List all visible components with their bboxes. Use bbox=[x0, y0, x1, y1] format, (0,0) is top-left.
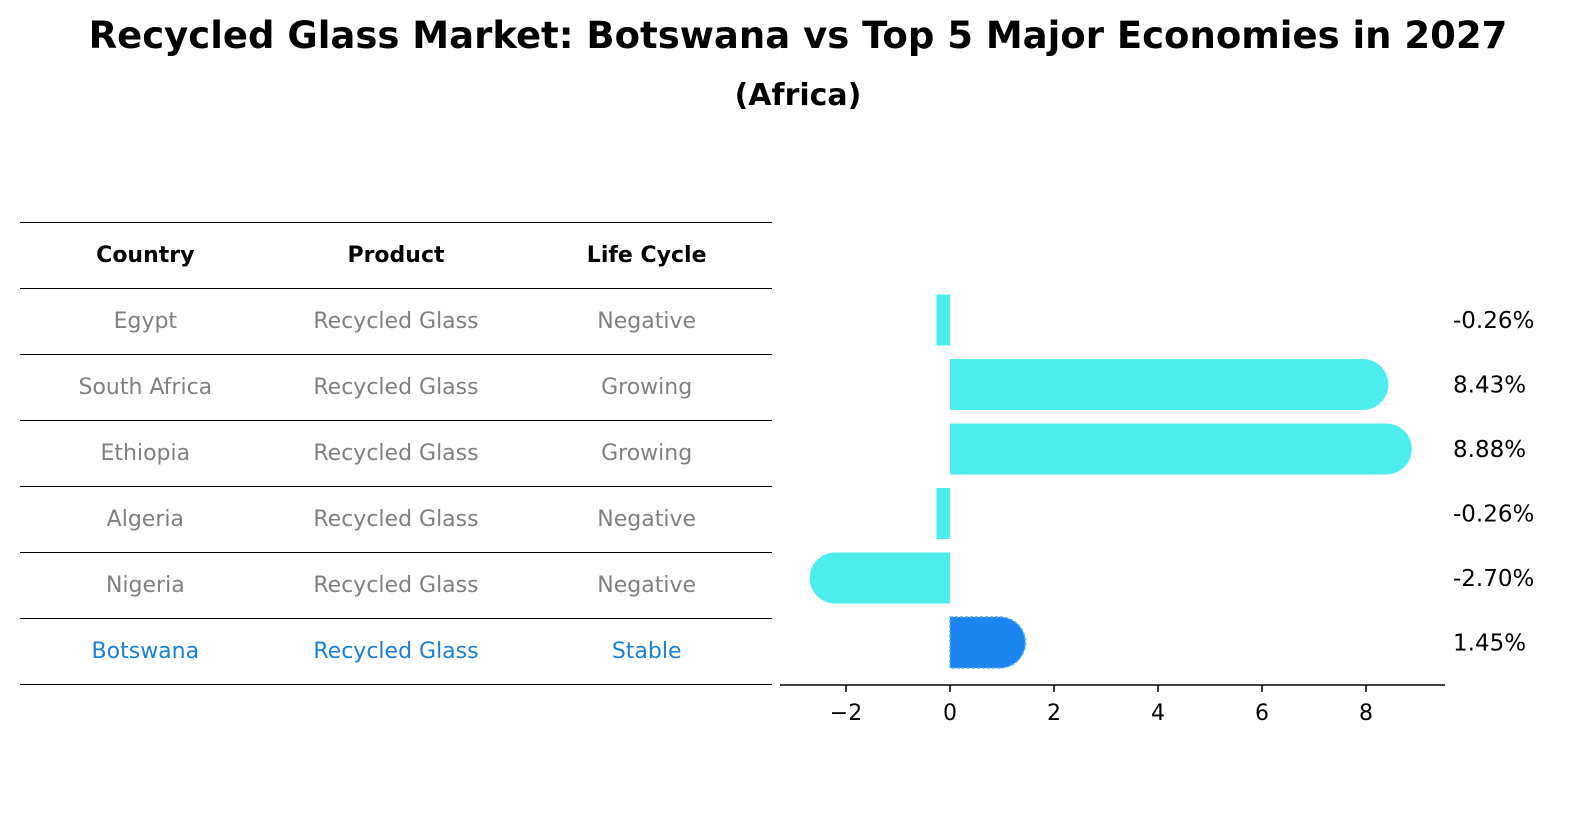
table-row: Algeria Recycled Glass Negative bbox=[20, 486, 772, 553]
table-row: South Africa Recycled Glass Growing bbox=[20, 354, 772, 421]
x-tick-label: 2 bbox=[1047, 701, 1061, 726]
bar-botswana bbox=[949, 616, 1027, 669]
table-row: Egypt Recycled Glass Negative bbox=[20, 288, 772, 355]
value-label: 8.43% bbox=[1453, 373, 1526, 399]
cell-life-cycle: Stable bbox=[521, 618, 772, 685]
value-label: -2.70% bbox=[1453, 566, 1534, 592]
chart-subtitle: (Africa) bbox=[734, 78, 862, 113]
cell-country: Algeria bbox=[20, 486, 271, 553]
cell-product: Recycled Glass bbox=[270, 552, 522, 619]
cell-country: Egypt bbox=[20, 288, 271, 355]
value-label: 8.88% bbox=[1453, 437, 1526, 463]
bar-algeria bbox=[936, 488, 950, 539]
cell-product: Recycled Glass bbox=[270, 420, 522, 487]
cell-life-cycle: Growing bbox=[521, 420, 772, 487]
value-label: -0.26% bbox=[1453, 502, 1534, 528]
table-header-row: Country Product Life Cycle bbox=[20, 222, 772, 289]
cell-country: Ethiopia bbox=[20, 420, 271, 487]
chart-title: Recycled Glass Market: Botswana vs Top 5… bbox=[88, 14, 1508, 57]
table-row: Nigeria Recycled Glass Negative bbox=[20, 552, 772, 619]
table-row: Ethiopia Recycled Glass Growing bbox=[20, 420, 772, 487]
cell-product: Recycled Glass bbox=[270, 486, 522, 553]
cell-country: Botswana bbox=[20, 618, 271, 685]
x-tick-label: 8 bbox=[1359, 701, 1373, 726]
header-life-cycle: Life Cycle bbox=[521, 222, 772, 289]
header-product: Product bbox=[270, 222, 522, 289]
cell-product: Recycled Glass bbox=[270, 354, 522, 421]
table-row-highlight: Botswana Recycled Glass Stable bbox=[20, 618, 772, 685]
bar-egypt bbox=[936, 294, 950, 346]
cell-life-cycle: Negative bbox=[521, 552, 772, 619]
x-tick-label: −2 bbox=[830, 701, 862, 726]
cell-country: Nigeria bbox=[20, 552, 271, 619]
header-country: Country bbox=[20, 222, 271, 289]
value-label: -0.26% bbox=[1453, 308, 1534, 334]
bar-south-africa bbox=[950, 359, 1389, 410]
cell-life-cycle: Negative bbox=[521, 486, 772, 553]
cell-product: Recycled Glass bbox=[270, 288, 522, 355]
cell-country: South Africa bbox=[20, 354, 271, 421]
cell-life-cycle: Negative bbox=[521, 288, 772, 355]
cell-product: Recycled Glass bbox=[270, 618, 522, 685]
bar-nigeria bbox=[809, 552, 950, 604]
x-tick-label: 4 bbox=[1151, 701, 1165, 726]
comparison-table: Country Product Life Cycle Egypt Recycle… bbox=[20, 222, 772, 685]
cell-life-cycle: Growing bbox=[521, 354, 772, 421]
x-tick-label: 6 bbox=[1255, 701, 1269, 726]
bar-ethiopia bbox=[950, 423, 1412, 475]
bar-chart: -0.26% 8.43% 8.88% -0.26% -2.70% 1.45% −2 0 2 4 6 8 bbox=[780, 294, 1534, 726]
value-label: 1.45% bbox=[1453, 631, 1526, 657]
x-tick-label: 0 bbox=[943, 701, 957, 726]
